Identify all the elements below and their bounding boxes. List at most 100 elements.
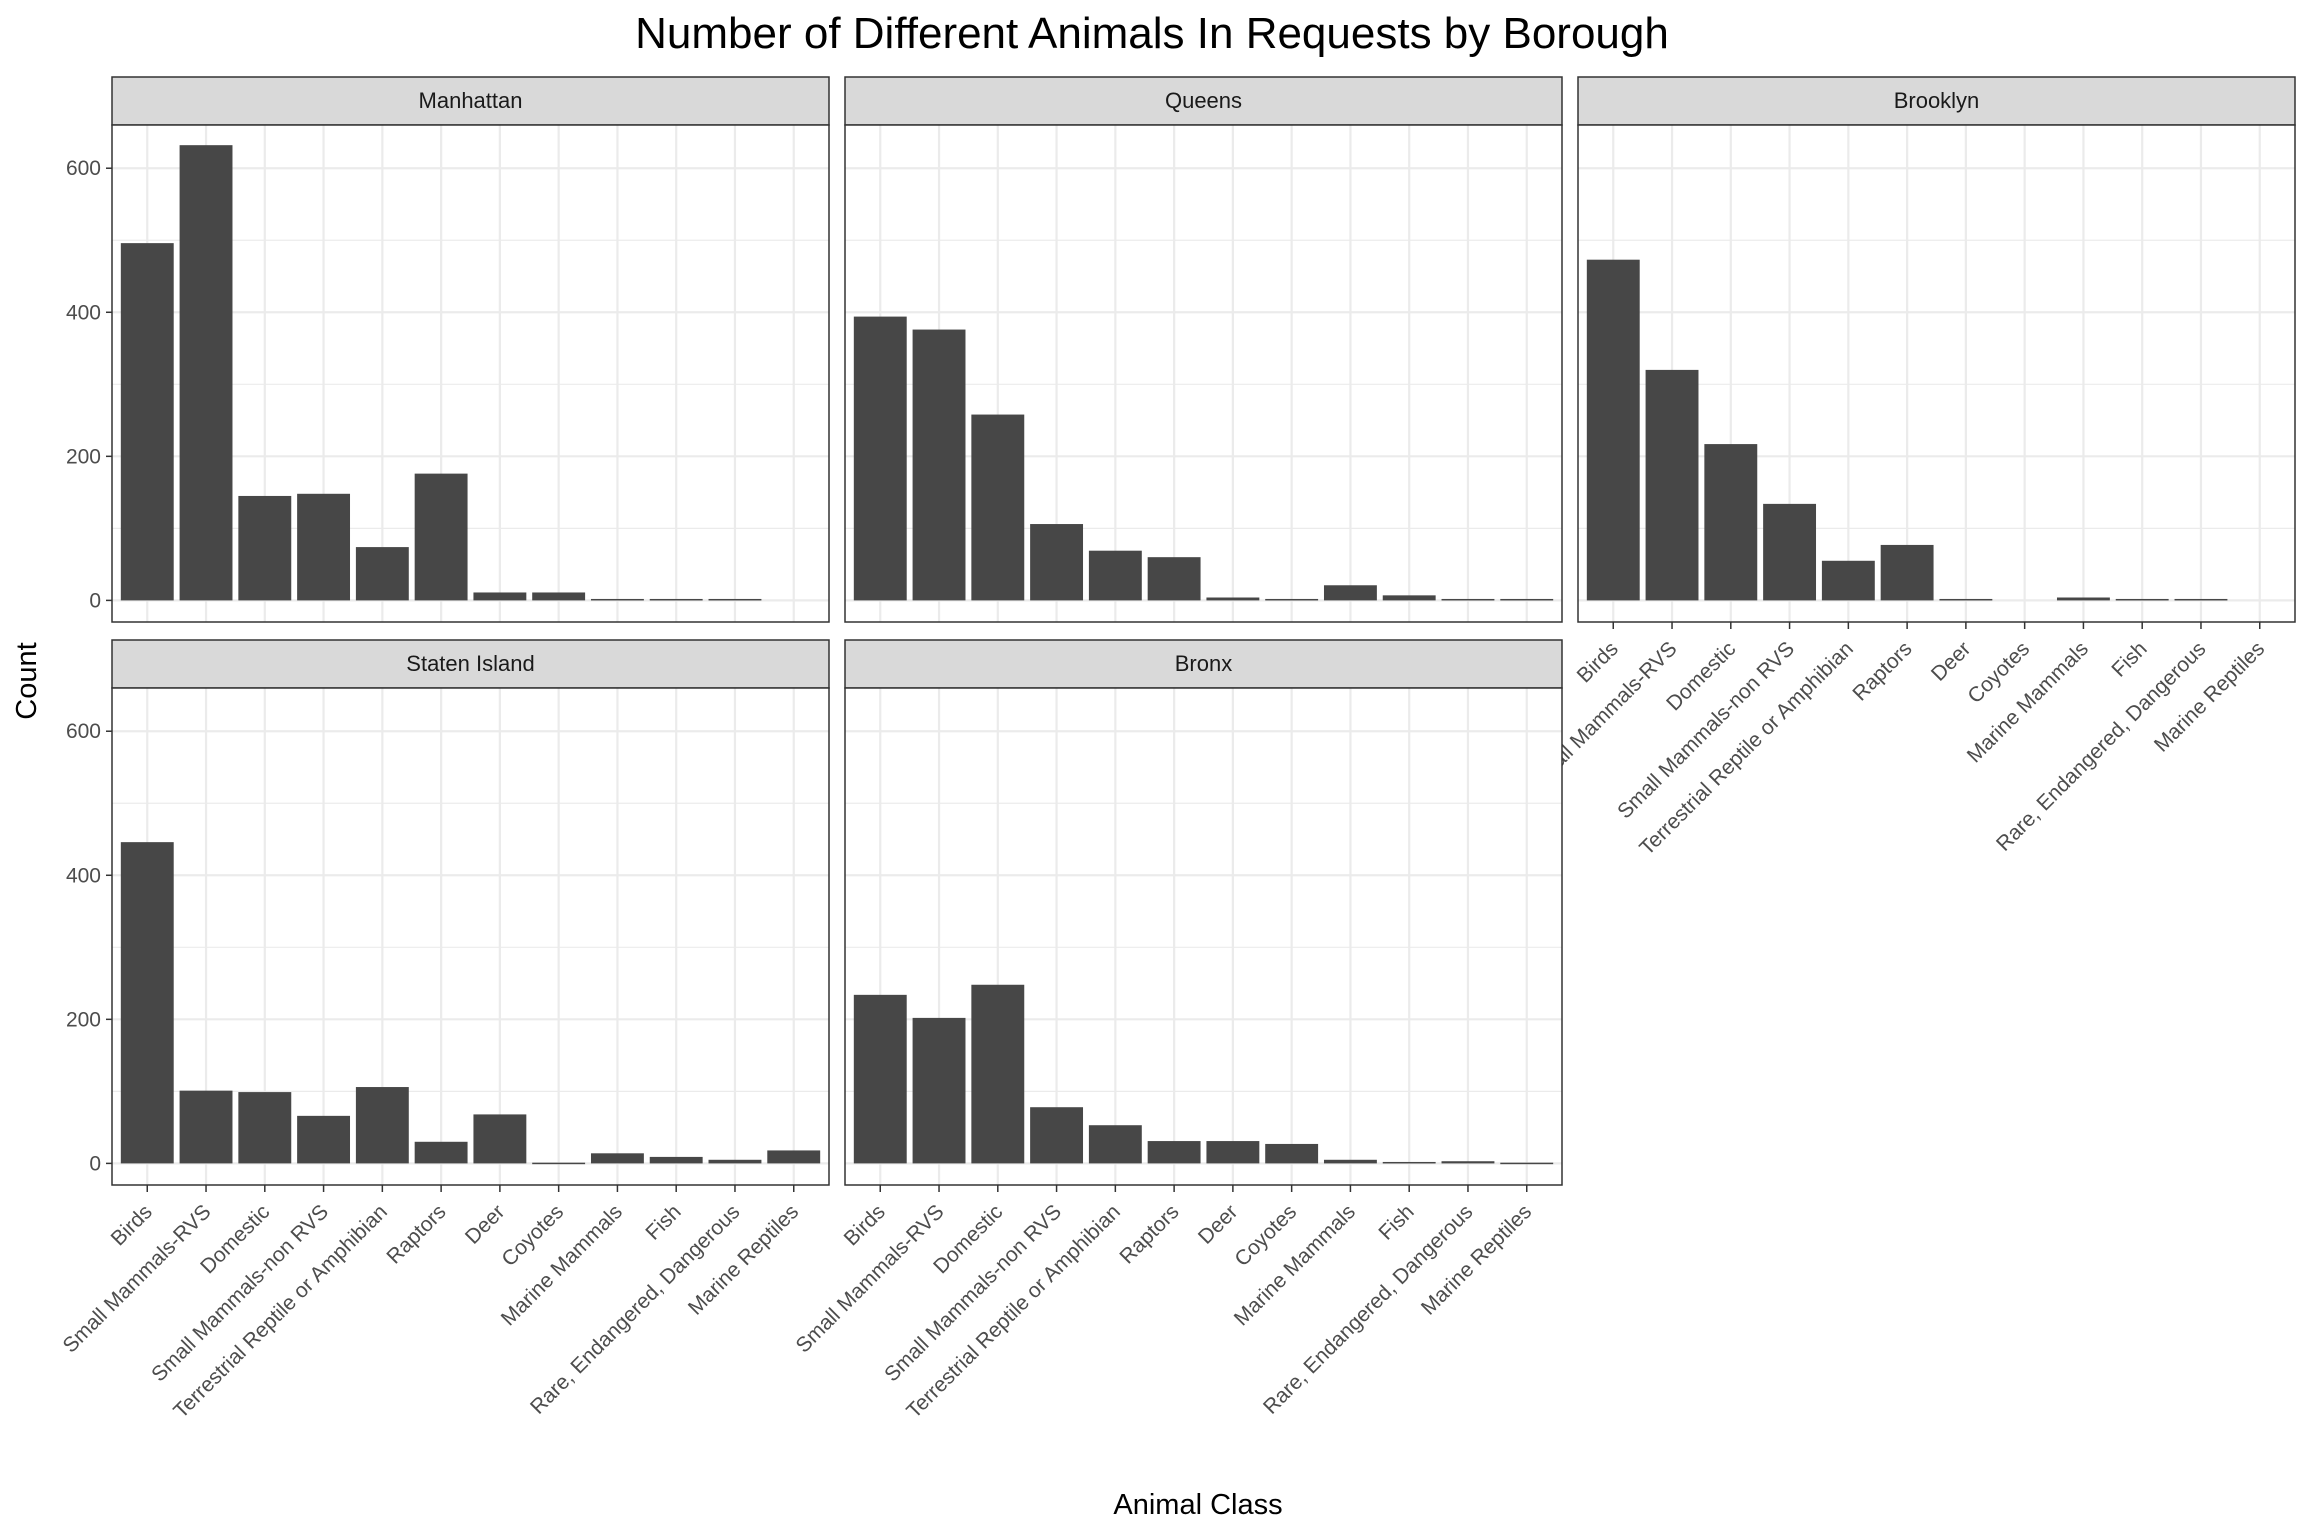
x-tick-label: Rare, Endangered, Dangerous: [526, 1200, 745, 1419]
bar: [1763, 503, 1817, 601]
bar: [971, 414, 1025, 601]
bar: [1030, 1107, 1084, 1164]
bar: [1880, 544, 1934, 601]
facet-strip: [111, 639, 830, 689]
facet-strip-label: Brooklyn: [1894, 88, 1980, 113]
x-tick-label: Rare, Endangered, Dangerous: [1992, 637, 2211, 856]
bar: [853, 994, 907, 1164]
panel-border: [1577, 124, 2296, 623]
bar: [1939, 598, 1993, 601]
panel-border: [111, 124, 830, 623]
bar: [1704, 444, 1758, 601]
bar: [297, 1115, 351, 1164]
bar: [1441, 1161, 1495, 1164]
bar: [179, 145, 233, 601]
y-tick-label: 600: [66, 157, 101, 180]
y-tick-label: 200: [66, 1008, 101, 1031]
x-tick-label: Rare, Endangered, Dangerous: [1259, 1200, 1478, 1419]
y-tick-label: 0: [89, 1152, 101, 1175]
bar: [473, 592, 527, 601]
bar: [590, 598, 644, 601]
bar: [1323, 585, 1377, 601]
bar: [912, 329, 966, 601]
bar: [120, 842, 174, 1164]
x-tick-label: Fish: [1374, 1200, 1418, 1244]
bar: [708, 1159, 762, 1164]
bar: [414, 473, 468, 601]
bar: [414, 1141, 468, 1164]
bar: [767, 1150, 821, 1164]
bar: [1265, 598, 1319, 601]
bar: [179, 1090, 233, 1164]
panel-border: [844, 124, 1563, 623]
x-tick-label: Fish: [641, 1200, 685, 1244]
bar: [971, 984, 1025, 1164]
facet-strip-label: Manhattan: [419, 88, 523, 113]
x-tick-label: Deer: [461, 1200, 509, 1248]
bar: [1382, 1161, 1436, 1164]
bar: [1441, 598, 1495, 601]
bar: [1088, 550, 1142, 601]
x-tick-label: Raptors: [1848, 637, 1916, 705]
y-tick-label: 400: [66, 864, 101, 887]
y-tick-label: 200: [66, 445, 101, 468]
bar: [238, 495, 292, 601]
bar: [2174, 598, 2228, 601]
bar: [2056, 597, 2110, 601]
bar: [1586, 259, 1640, 601]
bar: [1500, 598, 1554, 601]
facet-panel: Queens: [844, 76, 1563, 623]
facet-strip-label: Queens: [1165, 88, 1242, 113]
bar: [297, 493, 351, 601]
bar: [1265, 1143, 1319, 1164]
x-tick-label: Deer: [1927, 637, 1975, 685]
bar: [1323, 1159, 1377, 1164]
x-tick-label: Raptors: [382, 1200, 450, 1268]
bar: [2115, 598, 2169, 601]
facet-strip-label: Bronx: [1175, 651, 1232, 676]
bar: [1206, 597, 1260, 601]
y-tick-label: 0: [89, 589, 101, 612]
bar: [1500, 1162, 1554, 1165]
bar: [1088, 1125, 1142, 1164]
x-tick-label: Birds: [107, 1200, 157, 1250]
bar: [1206, 1141, 1260, 1164]
x-tick-label: Raptors: [1115, 1200, 1183, 1268]
facet-strip: [111, 76, 830, 126]
bar: [853, 316, 907, 601]
bar: [1645, 369, 1699, 601]
bar: [912, 1017, 966, 1164]
bar: [1030, 524, 1084, 601]
facet-panels: Manhattan 0 200 400 600 Queens BrooklynBirdsSm…: [58, 76, 2296, 1423]
bar: [120, 243, 174, 601]
x-tick-label: Marine Reptiles: [684, 1200, 803, 1319]
x-axis-title: Animal Class: [1113, 1489, 1282, 1521]
x-tick-label: Terrestrial Reptile or Amphibian: [1635, 637, 1858, 860]
y-axis-title: Count: [11, 642, 43, 719]
bar: [238, 1092, 292, 1164]
facet-strip: [1577, 76, 2296, 126]
x-tick-label: Fish: [2107, 637, 2151, 681]
x-tick-label: Marine Reptiles: [1417, 1200, 1536, 1319]
panel-border: [111, 687, 830, 1186]
bar: [1147, 557, 1201, 601]
panel-border: [844, 687, 1563, 1186]
facet-panel: Manhattan 0 200 400 600: [66, 76, 830, 623]
x-tick-label: Terrestrial Reptile or Amphibian: [902, 1200, 1125, 1423]
chart-title: Number of Different Animals In Requests …: [635, 9, 1669, 58]
bar: [473, 1114, 527, 1164]
facet-strip: [844, 76, 1563, 126]
y-tick-label: 600: [66, 720, 101, 743]
x-tick-label: Birds: [840, 1200, 890, 1250]
facet-strip-label: Staten Island: [406, 651, 534, 676]
bar: [532, 1162, 586, 1165]
bar: [532, 592, 586, 601]
bar: [590, 1153, 644, 1164]
bar: [649, 1156, 703, 1164]
x-tick-label: Deer: [1194, 1200, 1242, 1248]
x-tick-label: Marine Reptiles: [2150, 637, 2269, 756]
